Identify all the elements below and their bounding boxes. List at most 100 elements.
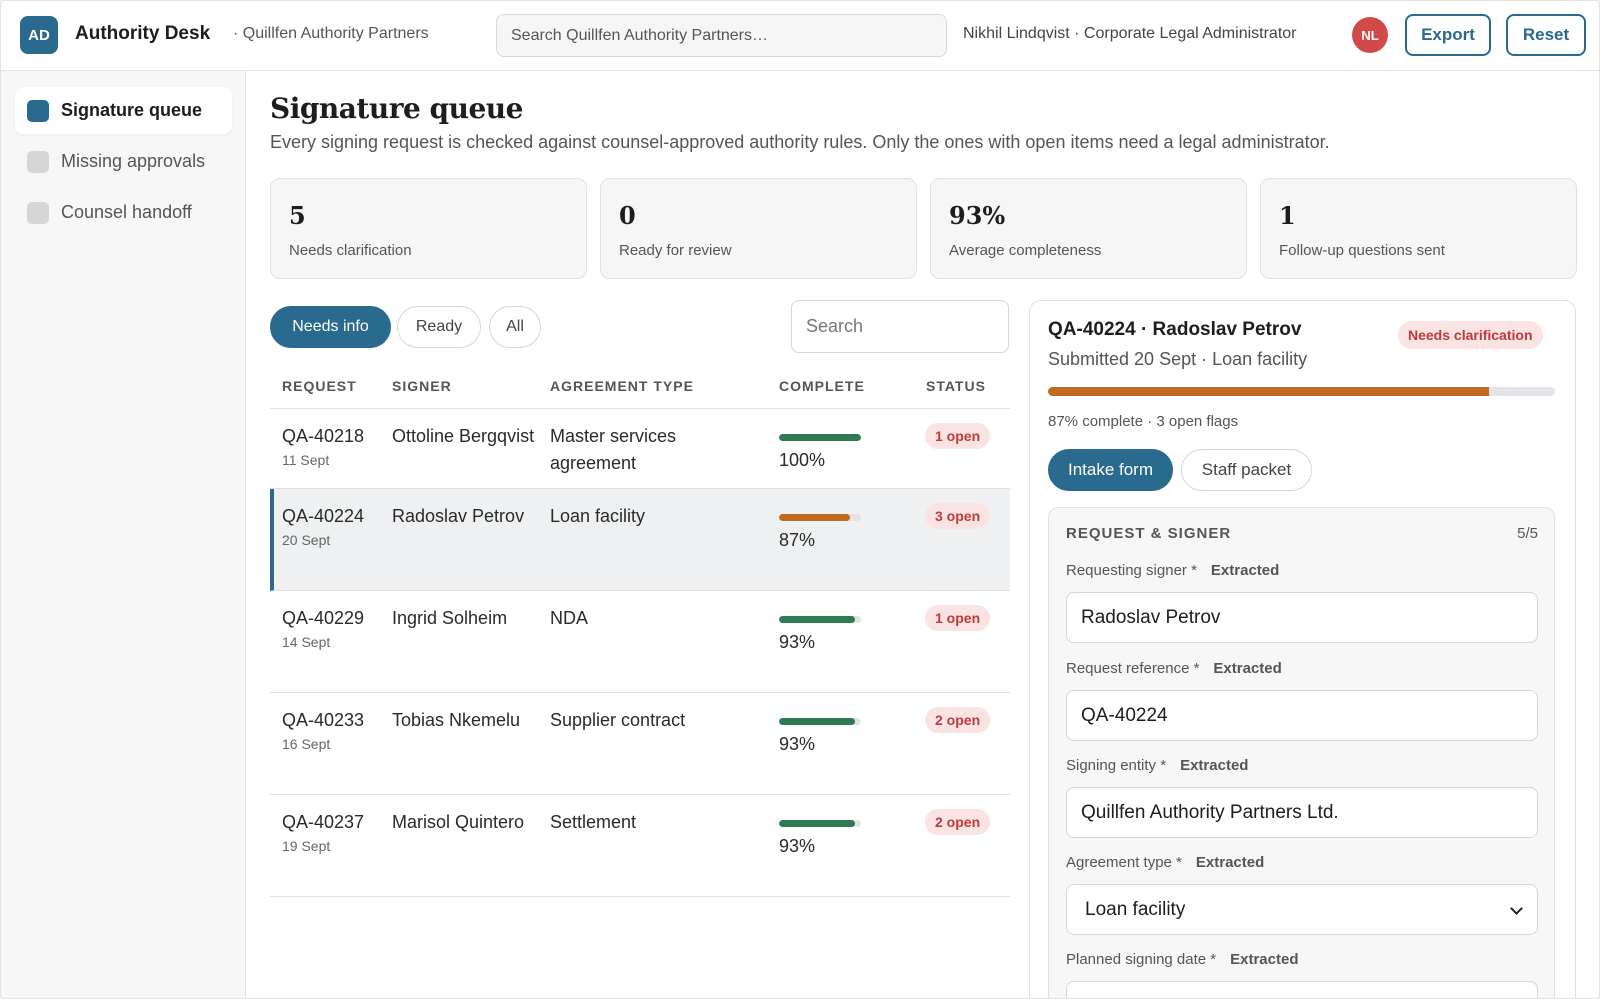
sidebar-item-label: Counsel handoff xyxy=(61,202,192,222)
field-label-request-reference: Request reference * Extracted xyxy=(1066,660,1282,677)
column-header-complete[interactable]: COMPLETE xyxy=(779,378,865,394)
completeness-percent: 93% xyxy=(779,734,816,754)
request-date: 20 Sept xyxy=(282,532,331,548)
completeness-bar xyxy=(779,616,861,623)
avatar[interactable]: NL xyxy=(1352,17,1388,53)
stat-label: Average completeness xyxy=(949,242,1102,259)
request-cell: QA-40233 16 Sept xyxy=(282,707,378,754)
table-row[interactable]: QA-40229 14 Sept Ingrid Solheim NDA 93% … xyxy=(270,591,1010,693)
agreement-type-select[interactable]: Loan facility xyxy=(1066,884,1538,935)
sidebar-item-missing-approvals[interactable]: Missing approvals xyxy=(15,138,232,185)
stat-label: Ready for review xyxy=(619,242,732,259)
sidebar-item-counsel-handoff[interactable]: Counsel handoff xyxy=(15,189,232,236)
request-date: 11 Sept xyxy=(282,452,330,468)
stat-card-needs-clarification: 5 Needs clarification xyxy=(270,178,587,279)
agreement-type-cell: NDA xyxy=(550,608,589,628)
planned-signing-date-field[interactable] xyxy=(1066,981,1538,998)
detail-meta: 87% complete · 3 open flags xyxy=(1048,413,1239,430)
global-search-input[interactable] xyxy=(496,14,947,57)
signer-cell: Ingrid Solheim xyxy=(392,608,508,628)
completeness-bar-fill xyxy=(779,514,851,521)
sidebar-item-signature-queue[interactable]: Signature queue xyxy=(15,87,232,134)
detail-progress-bar xyxy=(1048,387,1555,396)
column-header-agreement-type[interactable]: AGREEMENT TYPE xyxy=(550,378,694,394)
agreement-type-cell: Master services agreement xyxy=(550,426,677,473)
stat-card-ready-for-review: 0 Ready for review xyxy=(600,178,917,279)
filter-all[interactable]: All xyxy=(489,306,541,348)
table-row[interactable]: QA-40218 11 Sept Ottoline Bergqvist Mast… xyxy=(270,409,1010,489)
reset-button[interactable]: Reset xyxy=(1506,14,1586,56)
signer-cell: Marisol Quintero xyxy=(392,812,525,832)
queue-search-input[interactable] xyxy=(791,300,1009,353)
page-description: Every signing request is checked against… xyxy=(270,132,1330,152)
agreement-type-cell: Supplier contract xyxy=(550,710,686,730)
stat-value: 93% xyxy=(949,201,1006,230)
stat-label: Follow-up questions sent xyxy=(1279,242,1445,259)
select-value: Loan facility xyxy=(1085,898,1186,920)
status-badge: 2 open xyxy=(925,809,991,835)
tab-intake-form[interactable]: Intake form xyxy=(1048,449,1173,491)
nav-square-icon xyxy=(27,99,49,122)
table-row[interactable]: QA-40237 19 Sept Marisol Quintero Settle… xyxy=(270,795,1010,897)
column-header-status[interactable]: STATUS xyxy=(926,378,986,394)
field-label-signing-entity: Signing entity * Extracted xyxy=(1066,757,1248,774)
field-label-text: Signing entity * xyxy=(1066,757,1167,774)
page-title: Signature queue xyxy=(270,92,523,125)
app-name: Authority Desk xyxy=(75,23,211,44)
section-count: 5/5 xyxy=(1517,525,1538,542)
filter-needs-info[interactable]: Needs info xyxy=(270,306,391,348)
top-bar: AD Authority Desk · Quillfen Authority P… xyxy=(1,1,1599,71)
request-signer-section: REQUEST & SIGNER 5/5 Requesting signer *… xyxy=(1048,507,1555,998)
status-badge: 1 open xyxy=(925,605,991,631)
filter-ready[interactable]: Ready xyxy=(397,306,481,348)
table-row[interactable]: QA-40233 16 Sept Tobias Nkemelu Supplier… xyxy=(270,693,1010,795)
detail-subtitle: Submitted 20 Sept · Loan facility xyxy=(1048,349,1308,369)
nav-square-icon xyxy=(27,201,49,224)
sidebar: Signature queue Missing approvals Counse… xyxy=(1,71,246,998)
completeness-percent: 93% xyxy=(779,632,816,652)
request-date: 16 Sept xyxy=(282,736,331,752)
tab-staff-packet[interactable]: Staff packet xyxy=(1181,449,1312,491)
sidebar-item-label: Signature queue xyxy=(61,100,203,120)
column-header-signer[interactable]: SIGNER xyxy=(392,378,452,394)
detail-progress-fill xyxy=(1048,387,1490,396)
completeness-bar-fill xyxy=(779,820,856,827)
request-id: QA-40233 xyxy=(282,710,365,730)
stat-value: 0 xyxy=(619,201,636,230)
field-label-text: Request reference * xyxy=(1066,660,1200,677)
extracted-tag: Extracted xyxy=(1210,562,1280,579)
request-detail-panel: QA-40224 · Radoslav Petrov Needs clarifi… xyxy=(1029,300,1576,998)
completeness-bar xyxy=(779,718,861,725)
request-id: QA-40229 xyxy=(282,608,365,628)
section-title: REQUEST & SIGNER xyxy=(1066,525,1232,542)
column-header-request[interactable]: REQUEST xyxy=(282,378,357,394)
status-badge: Needs clarification xyxy=(1398,321,1543,349)
signer-cell: Radoslav Petrov xyxy=(392,506,525,526)
request-id: QA-40224 xyxy=(282,506,365,526)
extracted-tag: Extracted xyxy=(1180,757,1249,774)
request-reference-field[interactable] xyxy=(1066,690,1538,741)
completeness-bar xyxy=(779,820,861,827)
stat-value: 5 xyxy=(289,201,306,230)
user-label: Nikhil Lindqvist · Corporate Legal Admin… xyxy=(963,25,1297,42)
status-badge: 3 open xyxy=(925,503,991,529)
signer-cell: Ottoline Bergqvist xyxy=(392,426,535,446)
extracted-tag: Extracted xyxy=(1213,660,1282,677)
request-cell: QA-40229 14 Sept xyxy=(282,605,378,652)
nav-square-icon xyxy=(27,150,49,173)
agreement-type-cell: Loan facility xyxy=(550,506,646,526)
completeness-percent: 93% xyxy=(779,836,816,856)
requesting-signer-field[interactable] xyxy=(1066,592,1538,643)
table-header: REQUEST SIGNER AGREEMENT TYPE COMPLETE S… xyxy=(270,365,1010,409)
stat-card-follow-up-questions: 1 Follow-up questions sent xyxy=(1260,178,1577,279)
signer-cell: Tobias Nkemelu xyxy=(392,710,521,730)
stat-label: Needs clarification xyxy=(289,242,412,259)
signing-entity-field[interactable] xyxy=(1066,787,1538,838)
table-row-selected[interactable]: QA-40224 20 Sept Radoslav Petrov Loan fa… xyxy=(270,489,1010,591)
field-label-agreement-type: Agreement type * Extracted xyxy=(1066,854,1264,871)
app-logo: AD xyxy=(20,16,58,54)
org-name: · Quillfen Authority Partners xyxy=(233,25,429,42)
request-cell: QA-40224 20 Sept xyxy=(282,503,378,550)
export-button[interactable]: Export xyxy=(1405,14,1491,56)
